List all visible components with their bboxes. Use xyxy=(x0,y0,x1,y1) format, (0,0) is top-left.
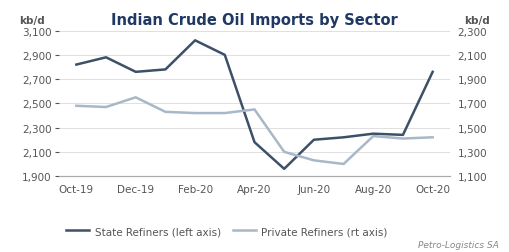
Title: Indian Crude Oil Imports by Sector: Indian Crude Oil Imports by Sector xyxy=(111,13,398,27)
Text: kb/d: kb/d xyxy=(19,16,45,26)
Text: kb/d: kb/d xyxy=(464,16,490,26)
Text: Petro-Logistics SA: Petro-Logistics SA xyxy=(418,240,499,249)
Legend: State Refiners (left axis), Private Refiners (rt axis): State Refiners (left axis), Private Refi… xyxy=(62,222,392,240)
